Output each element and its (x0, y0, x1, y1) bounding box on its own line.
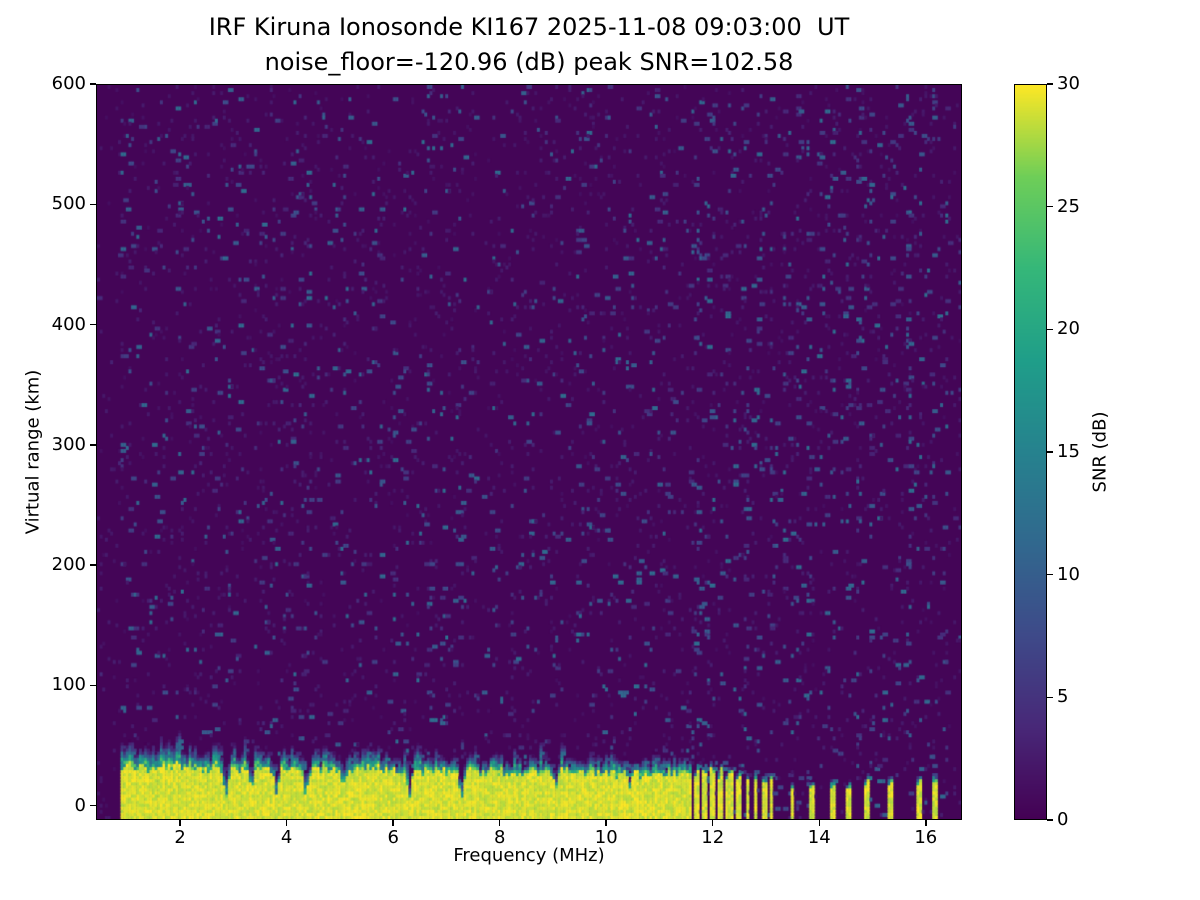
tick-mark (1047, 451, 1053, 453)
tick-mark (90, 684, 96, 687)
tick-mark (1047, 819, 1053, 821)
x-tick-label: 16 (914, 827, 938, 848)
tick-mark (1047, 573, 1053, 576)
tick-mark (818, 820, 820, 826)
y-tick-label: 600 (51, 73, 86, 94)
colorbar-tick-label: 0 (1057, 809, 1069, 830)
tick-mark (90, 564, 96, 566)
chart-title-block: IRF Kiruna Ionosonde KI167 2025-11-08 09… (96, 10, 962, 80)
tick-mark (90, 323, 96, 326)
x-tick-label: 6 (387, 827, 399, 848)
x-axis-label: Frequency (MHz) (453, 845, 605, 866)
colorbar-gradient-canvas (1015, 85, 1046, 819)
tick-mark (1047, 696, 1053, 699)
tick-mark (90, 804, 96, 807)
y-tick-label: 100 (51, 674, 86, 696)
y-tick-label: 300 (51, 433, 86, 455)
y-tick-label: 400 (51, 313, 86, 335)
x-tick-label: 12 (701, 827, 725, 848)
colorbar-tick-label: 15 (1057, 441, 1080, 462)
colorbar-tick-label: 25 (1057, 195, 1080, 217)
x-tick-label: 10 (594, 827, 618, 848)
colorbar-label: SNR (dB) (1089, 411, 1111, 493)
y-tick-label: 500 (51, 193, 86, 215)
heatmap-plot-area (96, 84, 962, 820)
tick-mark (90, 203, 96, 205)
tick-mark (1047, 83, 1053, 85)
tick-mark (285, 820, 288, 826)
tick-mark (179, 820, 181, 826)
colorbar-tick-label: 10 (1057, 563, 1080, 585)
chart-title: IRF Kiruna Ionosonde KI167 2025-11-08 09… (208, 13, 850, 41)
colorbar (1014, 84, 1047, 820)
x-tick-label: 8 (493, 827, 506, 848)
colorbar-tick-label: 5 (1057, 686, 1069, 708)
tick-mark (925, 820, 927, 826)
x-tick-label: 14 (807, 827, 831, 848)
tick-mark (90, 83, 96, 85)
y-tick-label: 200 (51, 554, 86, 576)
tick-mark (90, 444, 96, 446)
tick-mark (1047, 205, 1053, 208)
colorbar-tick-label: 30 (1057, 73, 1080, 94)
chart-subtitle: noise_floor=-120.96 (dB) peak SNR=102.58 (264, 48, 794, 76)
x-tick-label: 2 (174, 827, 186, 848)
tick-mark (605, 820, 607, 826)
tick-mark (392, 820, 394, 826)
colorbar-tick-label: 20 (1057, 318, 1080, 340)
tick-mark (711, 820, 714, 826)
ionogram-heatmap-canvas (97, 85, 961, 819)
tick-mark (498, 820, 501, 826)
x-tick-label: 4 (280, 827, 293, 848)
y-tick-label: 0 (74, 794, 86, 816)
tick-mark (1047, 328, 1053, 331)
